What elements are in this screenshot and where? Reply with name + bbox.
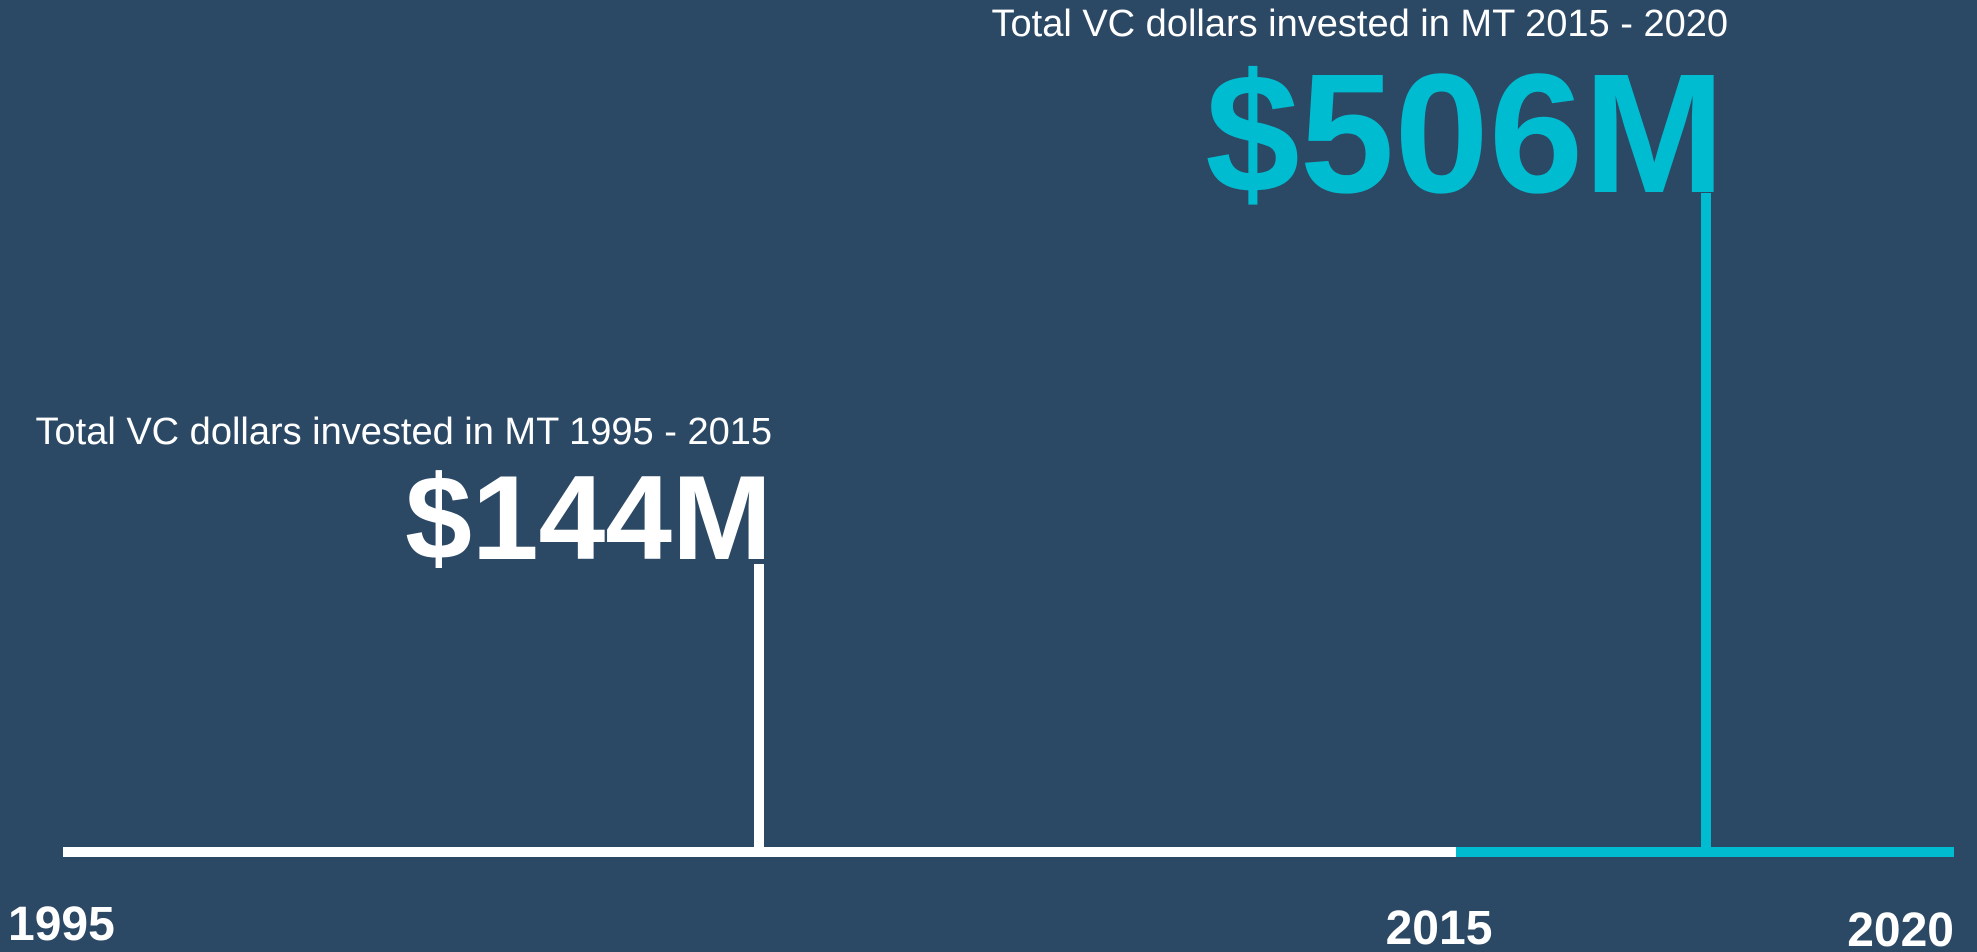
period-amount: $144M xyxy=(405,451,772,585)
year-label: 1995 xyxy=(8,898,115,951)
year-label: 2020 xyxy=(1847,904,1954,952)
period-amount: $506M xyxy=(1205,39,1725,229)
year-label: 2015 xyxy=(1386,902,1493,952)
period-caption: Total VC dollars invested in MT 1995 - 2… xyxy=(36,411,772,453)
period-caption: Total VC dollars invested in MT 2015 - 2… xyxy=(992,3,1728,45)
